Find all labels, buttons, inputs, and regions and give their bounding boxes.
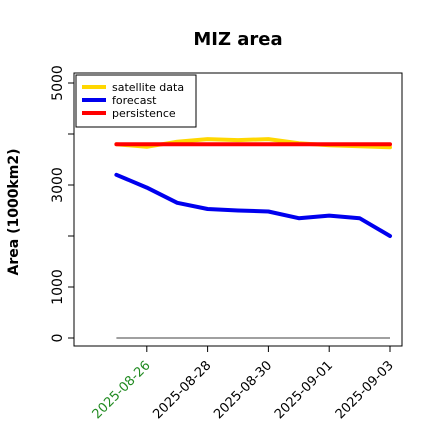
y-axis-label: Area (1000km2) (6, 149, 22, 276)
x-tick-label: 2025-08-30 (211, 358, 275, 422)
x-tick-label: 2025-08-26 (90, 358, 154, 422)
x-tick-label: 2025-08-28 (150, 358, 214, 422)
legend-label: persistence (112, 107, 176, 120)
plot-frame (73, 72, 403, 347)
y-tick-label: 5000 (50, 65, 66, 101)
legend-label: forecast (112, 94, 157, 107)
y-tick-label: 3000 (50, 167, 66, 203)
y-tick-label: 0 (50, 334, 66, 343)
chart-title: MIZ area (193, 29, 282, 50)
legend-label: satellite data (112, 81, 184, 94)
x-tick-label: 2025-09-01 (272, 358, 336, 422)
series-line-forecast (114, 172, 392, 238)
x-tick-label: 2025-09-03 (333, 358, 397, 422)
y-tick-label: 1000 (50, 269, 66, 305)
